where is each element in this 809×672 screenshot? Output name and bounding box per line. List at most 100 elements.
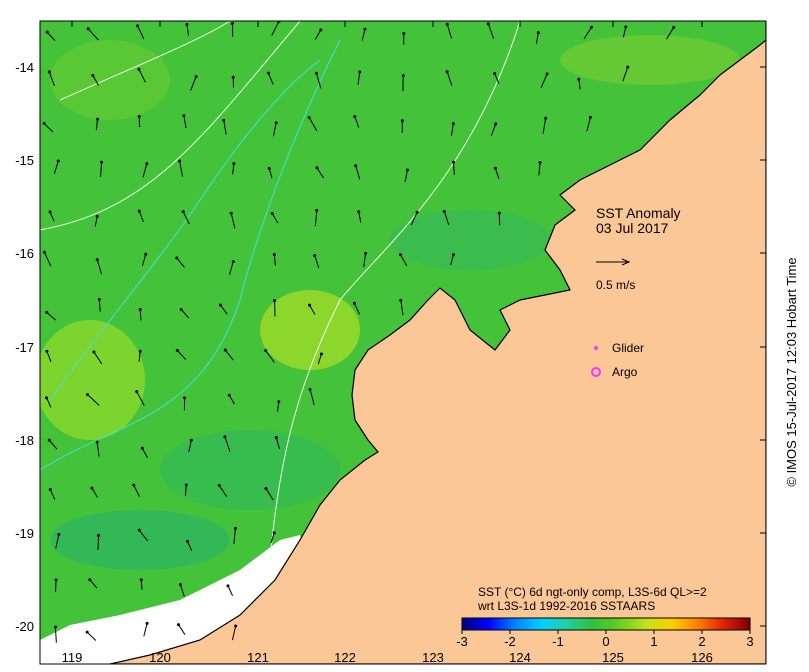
current-vector-head <box>95 258 99 262</box>
current-vector <box>137 25 145 40</box>
current-vector-head <box>135 390 139 394</box>
current-vector-head <box>401 74 405 78</box>
current-vector <box>87 394 100 406</box>
lat-tick-label: -20 <box>15 619 34 634</box>
current-vector-head <box>544 116 548 120</box>
current-vector <box>353 303 360 315</box>
map-title-line-1: SST Anomaly <box>596 205 681 221</box>
current-vector-head <box>451 253 455 257</box>
current-vector-head <box>186 539 190 543</box>
argo-symbol-icon <box>591 367 601 377</box>
current-vector <box>540 73 548 89</box>
current-vector-head <box>54 578 58 582</box>
current-vector-head <box>100 160 104 164</box>
current-vector-head <box>400 119 404 123</box>
current-vector <box>358 211 362 223</box>
current-vector <box>538 162 541 176</box>
current-vector-head <box>137 528 141 532</box>
current-vector-head <box>672 25 676 29</box>
current-vector <box>309 304 316 315</box>
current-vector-head <box>179 307 183 311</box>
current-vector <box>308 117 318 131</box>
current-vector-head <box>132 483 136 487</box>
current-vector <box>267 72 274 85</box>
current-vector-head <box>189 438 193 442</box>
current-vector <box>93 351 103 365</box>
current-vector <box>46 397 52 408</box>
latitude-axis: -14 -15 -16 -17 -18 -19 -20 <box>15 60 34 634</box>
current-vector-head <box>218 303 222 307</box>
current-vector-head <box>137 114 141 118</box>
map-title-line-2: 03 Jul 2017 <box>596 220 669 236</box>
current-vector <box>92 75 99 86</box>
current-vector <box>43 123 54 133</box>
current-vector <box>446 24 452 39</box>
current-vector <box>578 79 581 90</box>
current-vector-head <box>588 115 592 119</box>
vector-scale-label: 0.5 m/s <box>596 278 635 292</box>
current-vector <box>400 254 408 267</box>
current-vector <box>190 76 197 91</box>
lat-ticks <box>760 66 766 627</box>
current-vector <box>314 210 318 227</box>
current-vector-head <box>184 483 188 487</box>
current-vector <box>535 32 539 44</box>
colorbar-caption-line-2: wrt L3S-1d 1992-2016 SSTAARS <box>477 599 655 613</box>
current-vector <box>224 436 231 452</box>
current-vector-head <box>231 75 235 79</box>
current-vector <box>355 165 361 180</box>
current-vector-head <box>577 77 581 81</box>
current-vector-head <box>451 122 455 126</box>
current-vector <box>55 580 57 593</box>
current-vector <box>228 261 234 275</box>
current-vector-head <box>97 534 101 538</box>
current-vector-head <box>272 531 276 535</box>
lat-tick-label: -18 <box>15 433 34 448</box>
current-vector-head <box>497 211 501 215</box>
current-vector-head <box>405 168 409 172</box>
current-vector-head <box>57 533 61 537</box>
current-vector-head <box>177 623 181 627</box>
current-vector-head <box>182 114 186 118</box>
current-vector-head <box>45 349 49 353</box>
current-vector-head <box>274 121 278 125</box>
current-vector-head <box>313 254 317 258</box>
colorbar-tick-label: 1 <box>650 634 657 649</box>
lon-tick-label: 120 <box>149 650 171 665</box>
current-vector-head <box>486 22 490 26</box>
current-vector-head <box>233 526 237 530</box>
current-vector-head <box>137 67 141 71</box>
current-vector-head <box>95 440 99 444</box>
current-vector <box>138 69 146 83</box>
current-vector-head <box>442 209 446 213</box>
current-vector <box>666 27 675 40</box>
current-vector <box>316 167 325 179</box>
current-vector <box>96 259 103 275</box>
colorbar-tick-label: 3 <box>746 634 753 649</box>
current-vector <box>354 116 360 128</box>
current-vector <box>141 254 147 266</box>
current-vector-head <box>53 625 57 629</box>
current-vector <box>271 21 280 36</box>
current-vector-head <box>266 71 270 75</box>
current-vector <box>91 487 99 498</box>
current-vector-head <box>88 578 92 582</box>
current-vector <box>268 168 273 179</box>
current-vector-head <box>402 31 406 35</box>
current-vector-head <box>352 301 356 305</box>
current-vector-head <box>363 27 367 31</box>
current-vector <box>276 401 280 412</box>
current-vector-head <box>277 400 281 404</box>
land-mass <box>109 21 766 664</box>
current-vector-head <box>274 436 278 440</box>
current-vector <box>404 169 408 183</box>
current-vector <box>100 162 103 177</box>
current-vector <box>586 117 591 132</box>
current-vector-head <box>545 72 549 76</box>
current-vector-head <box>175 256 179 260</box>
current-vector-head <box>493 72 497 76</box>
current-vector <box>188 440 192 453</box>
current-vector-head <box>398 253 402 257</box>
colorbar <box>461 617 751 631</box>
